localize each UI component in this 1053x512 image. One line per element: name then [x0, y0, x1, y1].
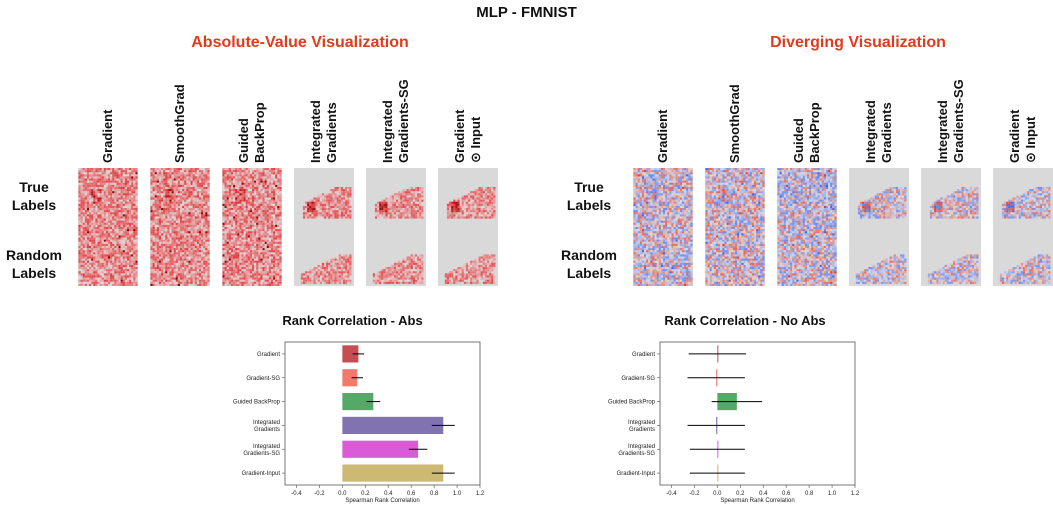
category-label: Integrated Gradients [628, 420, 655, 433]
saliency-map-column [78, 168, 138, 286]
saliency-map-column [921, 168, 981, 286]
column-label: Integrated Gradients-SG [380, 79, 411, 163]
column-label: Guided BackProp [791, 102, 822, 163]
x-tick-label: -0.4 [666, 491, 677, 497]
x-axis-label: Spearman Rank Correlation [345, 498, 419, 504]
saliency-map-column [849, 168, 909, 286]
x-tick-label: 0.4 [384, 491, 393, 497]
row-label: Random Labels [6, 247, 62, 281]
column-label: Gradient [655, 109, 670, 163]
category-label: Gradient-Input [617, 471, 656, 477]
column-label: SmoothGrad [727, 84, 742, 163]
saliency-map-column [705, 168, 765, 286]
bar [342, 369, 358, 387]
category-label: Gradient-SG [621, 376, 655, 382]
rank-correlation-abs-chart: Gradient Gradient-SG Guided BackProp Integr… [233, 341, 485, 504]
x-tick-label: 0.8 [430, 491, 439, 497]
x-tick-label: -0.2 [314, 491, 325, 497]
saliency-map-column [633, 168, 693, 286]
column-label: Gradient ⊙ Input [452, 109, 483, 163]
rank-correlation-no-abs-chart: Gradient Gradient-SG Guided BackProp Integr… [608, 341, 860, 504]
saliency-map-column [438, 168, 498, 286]
chart-title-no-abs: Rank Correlation - No Abs [664, 313, 826, 328]
x-tick-label: -0.2 [689, 491, 700, 497]
category-label: Gradient [257, 352, 280, 358]
x-tick-label: 0.0 [713, 491, 722, 497]
panel-heading: Diverging Visualization [770, 34, 946, 51]
saliency-map-column [150, 168, 210, 286]
saliency-map-column [222, 168, 282, 286]
bar [342, 416, 444, 434]
column-label: Integrated Gradients [308, 100, 339, 163]
category-label: Integrated Gradients-SG [618, 444, 655, 457]
x-tick-label: 1.2 [851, 491, 860, 497]
column-label: SmoothGrad [172, 84, 187, 163]
x-tick-label: 0.2 [361, 491, 370, 497]
category-label: Gradient-SG [246, 376, 280, 382]
column-label: Guided BackProp [236, 102, 267, 163]
x-tick-label: 1.0 [828, 491, 837, 497]
bar [342, 345, 359, 363]
x-tick-label: 0.8 [805, 491, 814, 497]
column-label: Gradient [100, 109, 115, 163]
panel-heading: Absolute-Value Visualization [191, 34, 409, 51]
row-label: Random Labels [561, 247, 617, 281]
category-label: Integrated Gradients [253, 420, 280, 433]
row-label: True Labels [11, 179, 57, 213]
category-label: Integrated Gradients-SG [243, 444, 280, 457]
category-label: Guided BackProp [233, 400, 281, 406]
x-tick-label: 0.0 [338, 491, 347, 497]
column-label: Gradient ⊙ Input [1007, 109, 1038, 163]
column-label: Integrated Gradients [863, 100, 894, 163]
x-tick-label: 0.4 [759, 491, 768, 497]
plot-frame [659, 341, 856, 486]
category-label: Gradient [632, 352, 655, 358]
x-tick-label: 0.2 [736, 491, 745, 497]
chart-title-abs: Rank Correlation - Abs [282, 313, 423, 328]
x-axis-label: Spearman Rank Correlation [720, 498, 794, 504]
column-label: Integrated Gradients-SG [935, 79, 966, 163]
plot-frame [284, 341, 481, 486]
x-tick-label: 1.2 [476, 491, 485, 497]
x-tick-label: -0.4 [291, 491, 302, 497]
x-tick-label: 1.0 [453, 491, 462, 497]
bar [342, 440, 419, 458]
category-label: Guided BackProp [608, 400, 656, 406]
category-label: Gradient-Input [242, 471, 281, 477]
row-label: True Labels [566, 179, 612, 213]
saliency-map-column [294, 168, 354, 286]
x-tick-label: 0.6 [782, 491, 791, 497]
bar [342, 464, 444, 482]
figure-title: MLP - FMNIST [476, 4, 577, 21]
x-tick-label: 0.6 [407, 491, 416, 497]
saliency-map-column [777, 168, 837, 286]
bar [342, 393, 374, 411]
saliency-map-column [993, 168, 1053, 286]
saliency-map-column [366, 168, 426, 286]
